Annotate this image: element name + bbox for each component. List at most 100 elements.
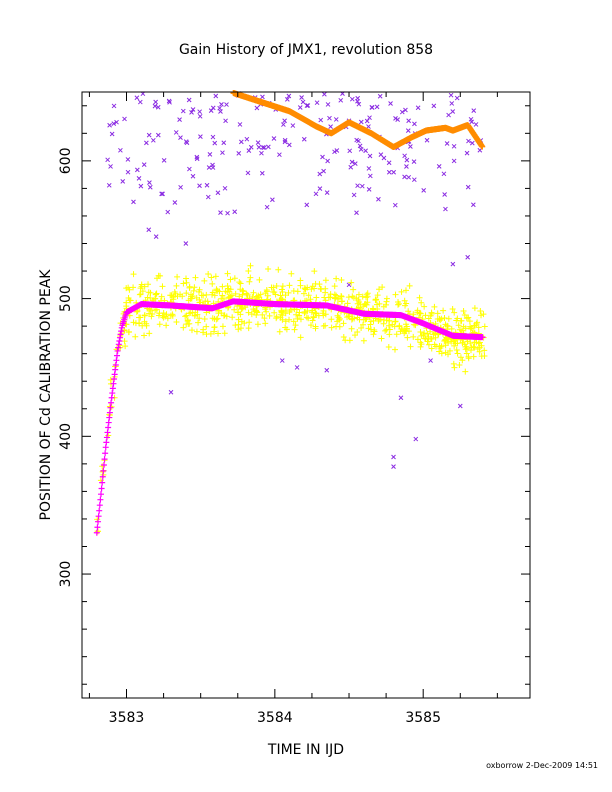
upper-scatter-point	[349, 96, 355, 102]
upper-scatter-point	[282, 139, 288, 145]
lower-scatter-point	[340, 320, 347, 327]
upper-scatter-point	[168, 389, 174, 395]
lower-scatter-point	[125, 328, 132, 335]
lower-scatter-point	[156, 310, 163, 317]
lower-scatter-point	[219, 323, 226, 330]
lower-scatter-point	[425, 315, 432, 322]
lower-fit-point	[99, 479, 106, 486]
upper-scatter-point	[290, 123, 296, 128]
lower-scatter-point	[278, 307, 285, 314]
lower-scatter-point	[188, 327, 195, 334]
upper-scatter-point	[466, 138, 471, 144]
lower-scatter-point	[345, 294, 352, 301]
lower-scatter-point	[378, 335, 385, 342]
lower-scatter-point	[282, 292, 289, 299]
lower-scatter-point	[401, 297, 408, 304]
lower-scatter-point	[392, 291, 399, 298]
upper-scatter-point	[449, 101, 455, 106]
lower-scatter-point	[481, 353, 488, 360]
lower-scatter-point	[334, 296, 341, 303]
lower-scatter-point	[332, 295, 339, 302]
lower-scatter-point	[153, 290, 160, 297]
lower-scatter-point	[254, 321, 261, 328]
upper-scatter-point	[281, 122, 286, 127]
lower-scatter-point	[201, 316, 208, 323]
upper-scatter-point	[299, 95, 304, 100]
lower-scatter-point	[481, 323, 488, 330]
lower-scatter-point	[421, 330, 428, 337]
lower-scatter-point	[425, 335, 432, 342]
lower-scatter-point	[442, 336, 449, 343]
upper-scatter-point	[325, 102, 331, 107]
lower-scatter-point	[437, 317, 444, 324]
lower-scatter-point	[219, 283, 226, 290]
upper-fit-point	[479, 143, 486, 150]
lower-scatter-point	[428, 310, 435, 317]
upper-scatter-point	[469, 119, 475, 125]
lower-scatter-point	[476, 348, 483, 355]
lower-scatter-point	[352, 332, 359, 339]
lower-scatter-point	[301, 285, 308, 292]
upper-scatter-point	[259, 170, 265, 176]
upper-scatter-point	[108, 164, 113, 169]
lower-scatter-point	[279, 289, 286, 296]
lower-scatter-point	[174, 273, 181, 280]
lower-scatter-point	[379, 284, 386, 291]
plot-marks	[93, 90, 488, 536]
lower-scatter-point	[436, 348, 443, 355]
lower-scatter-point	[231, 306, 238, 313]
upper-scatter-point	[364, 118, 370, 124]
footer-stamp: oxborrow 2-Dec-2009 14:51	[486, 761, 598, 770]
lower-scatter-point	[308, 309, 315, 316]
upper-scatter-point	[359, 183, 365, 189]
upper-scatter-point	[305, 103, 311, 108]
upper-scatter-point	[369, 105, 375, 110]
lower-scatter-point	[417, 310, 424, 317]
lower-scatter-point	[144, 294, 151, 301]
upper-scatter-point	[245, 170, 251, 176]
lower-scatter-point	[451, 364, 458, 371]
lower-scatter-point	[308, 286, 315, 293]
upper-scatter-point	[107, 122, 112, 128]
upper-scatter-point	[297, 105, 303, 110]
x-axis-label: TIME IN IJD	[267, 742, 344, 758]
lower-scatter-point	[236, 279, 243, 286]
lower-scatter-point	[211, 315, 218, 322]
upper-scatter-point	[404, 157, 410, 163]
lower-scatter-point	[219, 292, 226, 299]
lower-scatter-point	[312, 310, 319, 317]
lower-scatter-point	[235, 321, 242, 328]
upper-scatter-point	[131, 199, 136, 205]
upper-scatter-point	[210, 105, 216, 111]
lower-scatter-point	[340, 333, 347, 340]
lower-fit-point	[94, 524, 101, 531]
lower-scatter-point	[313, 310, 320, 317]
upper-scatter-point	[146, 227, 152, 233]
lower-scatter-point	[248, 311, 255, 318]
lower-scatter-point	[322, 289, 329, 296]
lower-scatter-point	[250, 289, 257, 296]
lower-fit-point	[101, 456, 108, 463]
lower-scatter-point	[471, 322, 478, 329]
upper-scatter-point	[351, 192, 357, 198]
lower-scatter-point	[159, 283, 166, 290]
lower-scatter-point	[286, 316, 293, 323]
lower-scatter-point	[481, 347, 488, 354]
lower-scatter-point	[307, 296, 314, 303]
upper-scatter-point	[217, 105, 222, 111]
upper-scatter-point	[152, 103, 158, 109]
upper-scatter-point	[147, 180, 152, 185]
lower-scatter-point	[227, 276, 234, 283]
upper-scatter-point	[114, 119, 119, 125]
upper-scatter-point	[178, 135, 183, 140]
upper-scatter-point	[411, 159, 417, 164]
upper-scatter-point	[457, 403, 463, 409]
lower-scatter-point	[445, 315, 452, 322]
lower-scatter-point	[428, 345, 435, 352]
lower-scatter-point	[335, 314, 342, 321]
lower-scatter-point	[239, 305, 246, 312]
lower-scatter-point	[333, 275, 340, 282]
y-axis-label: POSITION OF Cd CALIBRATION PEAK	[38, 269, 54, 521]
lower-scatter-point	[266, 312, 273, 319]
